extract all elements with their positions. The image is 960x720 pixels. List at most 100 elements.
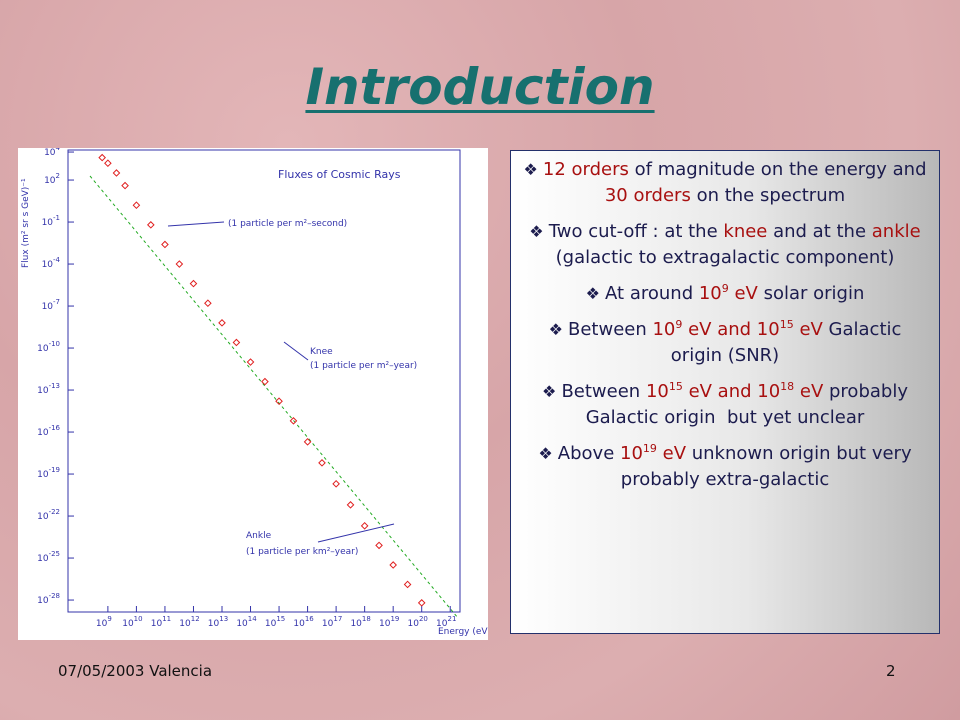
y-tick-label: 10-28: [37, 592, 60, 606]
y-tick-label: 10-19: [37, 466, 60, 480]
bullet: Between 1015 eV and 1018 eV probably Gal…: [521, 379, 929, 431]
tick-base: 10: [37, 554, 49, 564]
text-run: 12 orders: [542, 159, 629, 180]
tick-exponent: -19: [49, 466, 60, 474]
tick-base: 10: [37, 512, 49, 522]
text-run: 10: [698, 283, 722, 304]
tick-base: 10: [122, 619, 134, 629]
tick-exponent: -4: [53, 256, 61, 264]
bullet: Above 1019 eV unknown origin but very pr…: [521, 441, 929, 493]
data-point: [204, 299, 212, 308]
bullet: At around 109 eV solar origin: [521, 281, 929, 307]
data-point: [98, 153, 106, 162]
x-tick-label: 1016: [293, 615, 314, 629]
annotation: (1 particle per km²–year): [246, 547, 358, 557]
tick-exponent: -1: [53, 214, 60, 222]
tick-base: 10: [322, 619, 334, 629]
text-run: and at the: [767, 221, 872, 242]
y-tick-label: 10-16: [37, 424, 60, 438]
x-tick-label: 1017: [322, 615, 342, 629]
arrow: [317, 523, 395, 543]
y-tick-label: 10-10: [37, 340, 60, 354]
x-tick-label: 1015: [265, 615, 285, 629]
text-run: eV and 10: [682, 319, 780, 340]
data-point: [389, 561, 397, 569]
chart-title: Fluxes of Cosmic Rays: [278, 168, 401, 181]
tick-base: 10: [42, 260, 54, 270]
data-point: [346, 501, 355, 509]
tick-exponent: 16: [305, 615, 314, 623]
data-point: [261, 377, 269, 386]
tick-base: 10: [293, 619, 305, 629]
text-run: Two cut-off : at the: [548, 221, 724, 242]
tick-base: 10: [151, 619, 163, 629]
tick-exponent: 10: [134, 615, 143, 623]
footer-date: 07/05/2003 Valencia: [58, 662, 213, 680]
y-axis-label: Flux (m² sr s GeV)⁻¹: [21, 178, 31, 268]
text-run: Between: [568, 319, 653, 340]
data-point: [189, 279, 198, 288]
slide-title: Introduction: [305, 58, 655, 116]
text-run: eV: [793, 319, 823, 340]
tick-exponent: -13: [49, 382, 60, 390]
data-point: [232, 338, 241, 347]
text-run: Between: [561, 381, 646, 402]
data-point: [218, 319, 226, 327]
data-point: [318, 459, 326, 467]
x-tick-label: 1021: [436, 615, 456, 629]
data-point: [360, 522, 369, 530]
superscript: 19: [642, 442, 657, 455]
tick-exponent: -16: [49, 424, 61, 432]
text-run: Galactic origin (SNR): [670, 319, 908, 366]
text-run: 30 orders: [604, 185, 691, 206]
tick-exponent: 21: [447, 615, 456, 623]
page-number: 2: [886, 662, 896, 680]
data-point: [375, 541, 383, 550]
tick-exponent: 11: [162, 615, 171, 623]
arrow: [283, 341, 309, 361]
tick-base: 10: [42, 302, 54, 312]
tick-base: 10: [37, 386, 49, 396]
tick-exponent: 20: [419, 615, 428, 623]
bullet: Between 109 eV and 1015 eV Galactic orig…: [521, 317, 929, 369]
tick-base: 10: [44, 148, 56, 158]
x-tick-label: 1018: [350, 615, 370, 629]
data-point: [303, 438, 312, 446]
data-point: [132, 201, 141, 210]
text-run: knee: [723, 221, 768, 242]
x-tick-label: 1010: [122, 615, 142, 629]
y-tick-label: 10-7: [42, 298, 60, 312]
data-point: [112, 169, 121, 177]
annotation: Knee: [310, 347, 333, 357]
tick-exponent: 2: [56, 172, 60, 180]
tick-base: 10: [408, 619, 420, 629]
data-point: [289, 417, 298, 425]
text-run: on the spectrum: [690, 185, 846, 206]
x-axis-label: Energy (eV): [438, 627, 488, 637]
data-point: [417, 599, 426, 607]
superscript: 15: [779, 318, 794, 331]
x-tick-label: 1013: [208, 615, 228, 629]
x-tick-label: 1019: [379, 615, 399, 629]
tick-exponent: -22: [49, 508, 60, 516]
tick-base: 10: [208, 619, 220, 629]
tick-exponent: 15: [276, 615, 285, 623]
tick-base: 10: [350, 619, 362, 629]
y-tick-label: 10-1: [42, 214, 60, 228]
x-tick-label: 1011: [151, 615, 171, 629]
text-run: eV: [794, 381, 824, 402]
text-run: unknown origin but very probably extra-g…: [620, 443, 918, 490]
tick-base: 10: [37, 428, 49, 438]
plot-frame: [67, 149, 461, 613]
y-tick-label: 104: [44, 148, 60, 158]
superscript: 9: [675, 318, 683, 331]
tick-base: 10: [37, 596, 49, 606]
text-run: eV: [656, 443, 687, 464]
text-run: ankle: [871, 221, 921, 242]
tick-exponent: 18: [362, 615, 371, 623]
tick-base: 10: [179, 619, 191, 629]
tick-base: 10: [265, 619, 277, 629]
y-tick-label: 10-25: [37, 550, 60, 564]
y-tick-label: 10-4: [42, 256, 61, 270]
